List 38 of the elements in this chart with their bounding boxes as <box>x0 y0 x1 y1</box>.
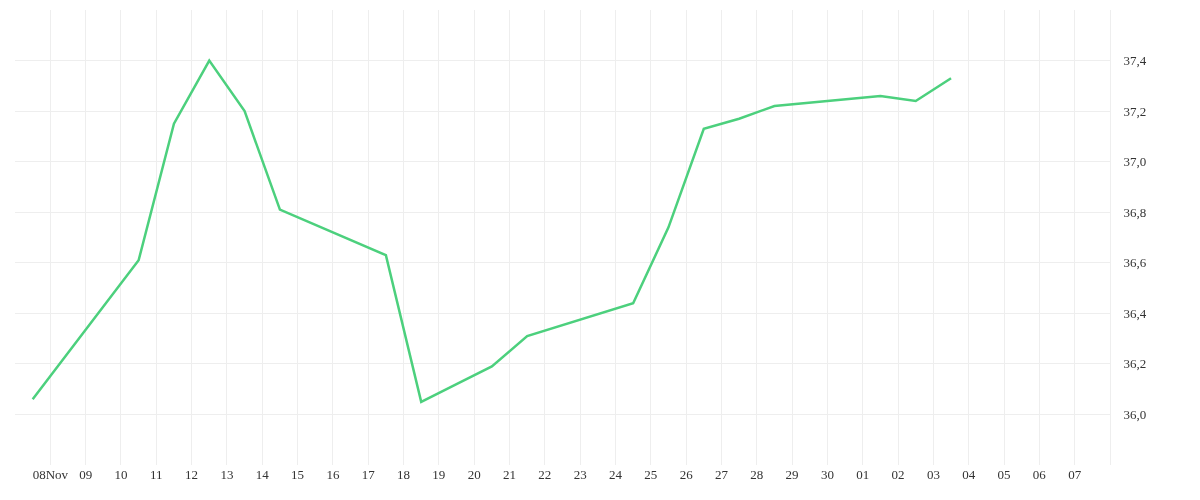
y-tick-label: 36,8 <box>1123 204 1147 220</box>
y-tick-label: 36,6 <box>1123 255 1147 271</box>
x-tick-label: 29 <box>785 467 799 482</box>
x-tick-label: 19 <box>432 467 446 482</box>
x-tick-label: 21 <box>503 467 517 482</box>
x-tick-label: 10 <box>114 467 128 482</box>
x-tick-label: 23 <box>573 467 587 482</box>
x-tick-label: 14 <box>255 467 270 482</box>
x-tick-label: 16 <box>326 467 340 482</box>
x-tick-label: 22 <box>538 467 552 482</box>
y-tick-label: 36,4 <box>1123 305 1147 321</box>
y-tick-label: 36,0 <box>1123 406 1147 422</box>
y-tick-label: 37,2 <box>1123 103 1147 119</box>
x-tick-label: 01 <box>856 467 870 482</box>
y-tick-label: 37,0 <box>1123 154 1147 170</box>
x-tick-label: 24 <box>608 467 623 482</box>
x-tick-label: 26 <box>679 467 694 482</box>
x-tick-label: 30 <box>820 467 834 482</box>
x-tick-label: 28 <box>750 467 764 482</box>
x-tick-label: 13 <box>220 467 234 482</box>
y-tick-label: 37,4 <box>1123 53 1147 69</box>
x-tick-label: 07 <box>1068 467 1082 482</box>
x-tick-label: 02 <box>891 467 905 482</box>
x-tick-label: 27 <box>714 467 729 482</box>
x-tick-label: 04 <box>962 467 976 482</box>
x-tick-label: 08Nov <box>32 467 69 482</box>
x-tick-label: 09 <box>79 467 93 482</box>
x-tick-label: 11 <box>150 467 163 482</box>
x-tick-label: 05 <box>997 467 1011 482</box>
x-tick-label: 12 <box>185 467 199 482</box>
x-tick-label: 25 <box>644 467 658 482</box>
x-tick-label: 18 <box>397 467 411 482</box>
x-tick-label: 17 <box>361 467 376 482</box>
y-tick-label: 36,2 <box>1123 356 1147 372</box>
x-tick-label: 06 <box>1032 467 1047 482</box>
x-tick-label: 15 <box>291 467 305 482</box>
x-tick-label: 20 <box>467 467 481 482</box>
x-tick-label: 03 <box>926 467 940 482</box>
